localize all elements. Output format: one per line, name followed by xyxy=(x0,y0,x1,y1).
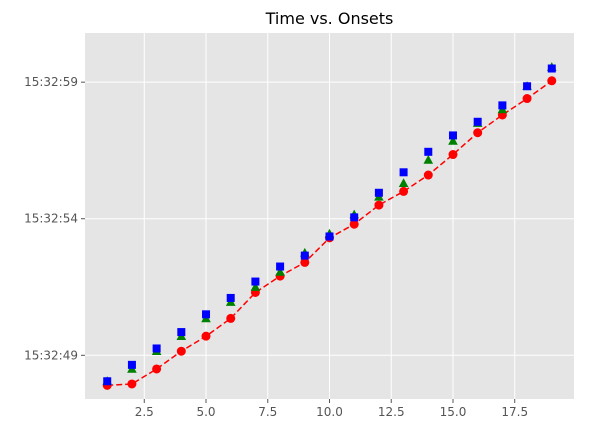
data-point xyxy=(350,213,359,222)
x-axis: 2.5 5.0 7.5 10.0 12.5 15.0 17.5 xyxy=(135,399,528,419)
series-square xyxy=(103,64,556,386)
data-point xyxy=(473,128,483,138)
data-point xyxy=(176,346,186,356)
data-point xyxy=(226,293,235,302)
series-layer xyxy=(102,62,557,390)
data-point xyxy=(202,310,211,319)
data-point xyxy=(424,147,433,156)
data-point xyxy=(374,188,383,197)
x-tick-label: 12.5 xyxy=(378,405,405,419)
data-point xyxy=(523,82,532,91)
grid xyxy=(85,33,574,399)
chart-title: Time vs. Onsets xyxy=(265,9,394,28)
data-point xyxy=(276,262,285,271)
data-point xyxy=(250,282,261,291)
y-tick-label: 15:32:54 xyxy=(24,212,78,226)
data-point xyxy=(448,135,458,145)
data-point xyxy=(127,379,137,389)
data-point xyxy=(473,117,482,126)
data-point xyxy=(226,313,236,323)
x-tick-label: 15.0 xyxy=(440,405,467,419)
x-tick-label: 7.5 xyxy=(258,405,277,419)
data-point xyxy=(325,232,334,241)
data-point xyxy=(201,331,211,341)
data-point xyxy=(152,344,161,353)
data-point xyxy=(498,101,507,110)
y-axis: 15:32:49 15:32:54 15:32:59 xyxy=(24,75,85,362)
data-point xyxy=(300,251,309,260)
x-tick-label: 10.0 xyxy=(316,405,343,419)
data-point xyxy=(127,360,136,369)
data-point xyxy=(152,364,162,374)
data-point xyxy=(423,170,433,180)
x-tick-label: 17.5 xyxy=(501,405,528,419)
data-point xyxy=(177,328,186,337)
data-point xyxy=(522,94,532,104)
data-point xyxy=(399,168,408,177)
data-point xyxy=(398,178,409,188)
data-point xyxy=(448,131,457,140)
data-point xyxy=(423,155,434,164)
data-point xyxy=(374,200,384,210)
data-point xyxy=(103,377,112,386)
data-point xyxy=(399,186,409,196)
y-tick-label: 15:32:49 xyxy=(24,348,78,362)
x-tick-label: 5.0 xyxy=(196,405,215,419)
data-point xyxy=(448,150,458,160)
data-point xyxy=(547,64,556,73)
data-point xyxy=(349,219,359,229)
data-point xyxy=(547,76,557,86)
x-tick-label: 2.5 xyxy=(135,405,154,419)
data-point xyxy=(251,277,260,286)
data-point xyxy=(300,257,310,267)
data-point xyxy=(275,266,285,276)
y-tick-label: 15:32:59 xyxy=(24,75,78,89)
